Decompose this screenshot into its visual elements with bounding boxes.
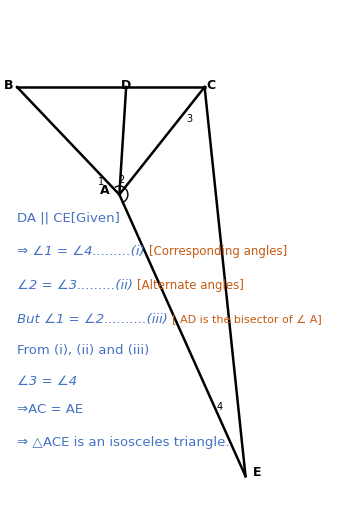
Text: ACE is an isosceles triangle.: ACE is an isosceles triangle.	[43, 436, 229, 450]
Text: 3: 3	[186, 114, 192, 124]
Text: D: D	[121, 79, 131, 92]
Text: A: A	[100, 184, 110, 197]
Text: [Corresponding angles]: [Corresponding angles]	[149, 245, 287, 259]
Text: ⇒AC = AE: ⇒AC = AE	[17, 403, 83, 416]
Text: [Alternate angles]: [Alternate angles]	[137, 279, 244, 292]
Text: ∠3 = ∠4: ∠3 = ∠4	[17, 375, 77, 388]
Text: ⇒ △: ⇒ △	[17, 436, 43, 450]
Text: 4: 4	[217, 402, 223, 412]
Text: B: B	[4, 79, 13, 92]
Text: E: E	[253, 466, 262, 479]
Text: DA || CE[Given]: DA || CE[Given]	[17, 211, 120, 224]
Text: C: C	[206, 79, 215, 92]
Text: But ∠1 = ∠2..........(iii): But ∠1 = ∠2..........(iii)	[17, 313, 172, 326]
Text: ∠2 = ∠3.........(ii): ∠2 = ∠3.........(ii)	[17, 279, 137, 292]
Text: ⇒ ∠1 = ∠4.........(i): ⇒ ∠1 = ∠4.........(i)	[17, 245, 149, 259]
Text: 1: 1	[98, 177, 104, 187]
Text: 2: 2	[118, 175, 124, 185]
Text: From (i), (ii) and (iii): From (i), (ii) and (iii)	[17, 344, 149, 357]
Text: [ AD is the bisector of ∠ A]: [ AD is the bisector of ∠ A]	[172, 314, 322, 325]
